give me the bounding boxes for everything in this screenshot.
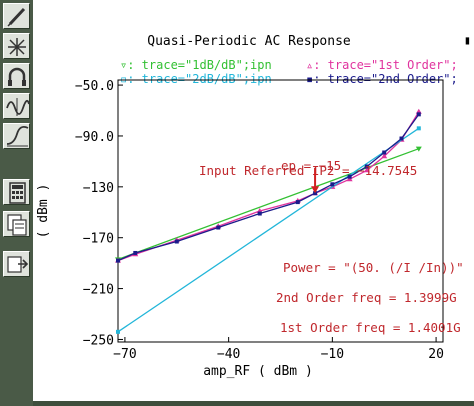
data-point bbox=[364, 164, 369, 169]
results-browser-icon[interactable] bbox=[3, 211, 30, 237]
data-point bbox=[382, 150, 387, 155]
x-tick-label: −40 bbox=[217, 347, 240, 362]
series-line bbox=[117, 113, 420, 262]
calculator-icon[interactable] bbox=[3, 179, 30, 205]
y-tick-label: −170 bbox=[83, 232, 114, 247]
status-bar bbox=[33, 401, 474, 406]
y-tick-label: −250 bbox=[83, 333, 114, 348]
data-point bbox=[330, 182, 335, 187]
series-line bbox=[117, 111, 420, 262]
data-point bbox=[381, 153, 388, 159]
series-1st-order bbox=[115, 108, 422, 263]
data-point bbox=[416, 112, 421, 117]
x-tick-label: 20 bbox=[428, 347, 444, 362]
series-2nd-order bbox=[116, 112, 421, 263]
data-point bbox=[174, 239, 179, 244]
marker-arrow-head[interactable] bbox=[311, 186, 320, 194]
annotation-text: 1st Order freq = 1.4001G bbox=[280, 320, 461, 335]
chart-title: Quasi-Periodic AC Response bbox=[147, 34, 351, 49]
legend-entry[interactable]: ▫: trace="2dB/dB";ipn bbox=[120, 72, 272, 86]
annotation-text: Power = "(50. (/I /In))" bbox=[283, 260, 464, 275]
probe-pen-icon[interactable] bbox=[3, 3, 30, 29]
data-point bbox=[216, 225, 221, 230]
annotation-text: 2nd Order freq = 1.3999G bbox=[276, 290, 457, 305]
data-point bbox=[363, 167, 370, 173]
x-tick-label: −70 bbox=[113, 347, 136, 362]
legend-entry[interactable]: ▿: trace="1dB/dB";ipn bbox=[120, 58, 272, 72]
data-point bbox=[116, 329, 120, 334]
data-point bbox=[133, 250, 138, 255]
waveform-icon[interactable] bbox=[3, 93, 30, 119]
data-point bbox=[116, 258, 120, 263]
export-icon[interactable] bbox=[3, 251, 30, 277]
annotation-text: Input Referred IP2 = −14.7545 bbox=[199, 163, 417, 178]
headphones-icon[interactable] bbox=[3, 63, 30, 89]
y-tick-label: −50.0 bbox=[75, 79, 114, 94]
tool-sidebar bbox=[0, 0, 33, 406]
chart: Quasi-Periodic AC Response ▿: trace="1dB… bbox=[36, 34, 464, 379]
series-2db-db bbox=[116, 126, 421, 334]
y-axis-label: ( dBm ) bbox=[36, 184, 51, 239]
x-tick-label: −10 bbox=[321, 347, 344, 362]
x-axis-label: amp_RF ( dBm ) bbox=[203, 364, 313, 379]
curve-edit-icon[interactable] bbox=[3, 123, 30, 149]
data-point bbox=[347, 174, 352, 179]
data-point bbox=[295, 200, 300, 205]
data-point bbox=[346, 176, 353, 182]
sparkle-tool-icon[interactable] bbox=[3, 33, 30, 59]
plot-frame bbox=[117, 79, 444, 343]
plot-area: Quasi-Periodic AC Response ▿: trace="1dB… bbox=[33, 0, 474, 406]
y-tick-label: −90.0 bbox=[75, 130, 114, 145]
data-point bbox=[399, 136, 404, 141]
y-tick-label: −210 bbox=[83, 283, 114, 298]
data-point bbox=[257, 211, 262, 216]
scroll-marker[interactable]: ▮ bbox=[463, 33, 471, 47]
legend-entry[interactable]: ▵: trace="1st Order"; bbox=[306, 58, 458, 72]
data-point bbox=[415, 146, 422, 152]
data-point bbox=[416, 126, 421, 131]
series-line bbox=[117, 127, 420, 333]
y-tick-label: −130 bbox=[83, 181, 114, 196]
legend-entry[interactable]: ▪: trace="2nd Order"; bbox=[306, 72, 458, 86]
annotation-text: ep = −15 bbox=[281, 158, 341, 173]
